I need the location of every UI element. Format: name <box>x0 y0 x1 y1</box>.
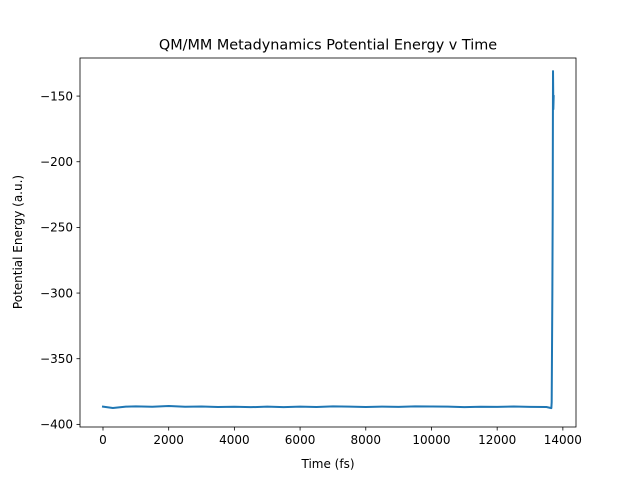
x-axis-label: Time (fs) <box>300 457 354 471</box>
plot-area: 0 2000 4000 6000 8000 10000 12000 14000 −400 −350… <box>40 57 582 447</box>
x-tick-label: 6000 <box>285 433 316 447</box>
y-tick-label: −250 <box>40 221 73 235</box>
y-tick-label: −300 <box>40 286 73 300</box>
x-tick-label: 14000 <box>544 433 582 447</box>
y-tick-label: −150 <box>40 89 73 103</box>
chart-title: QM/MM Metadynamics Potential Energy v Ti… <box>159 38 497 54</box>
y-tick-label: −200 <box>40 155 73 169</box>
x-tick-label: 10000 <box>412 433 450 447</box>
y-tick-label: −400 <box>40 418 73 432</box>
y-tick-label: −350 <box>40 352 73 366</box>
y-axis-label: Potential Energy (a.u.) <box>11 175 25 309</box>
series-line-0 <box>101 70 555 410</box>
x-tick-label: 2000 <box>153 433 184 447</box>
axes-frame <box>79 57 577 428</box>
x-tick-label: 4000 <box>219 433 250 447</box>
x-tick-label: 0 <box>99 433 107 447</box>
x-tick-label: 12000 <box>478 433 516 447</box>
x-tick-label: 8000 <box>351 433 382 447</box>
